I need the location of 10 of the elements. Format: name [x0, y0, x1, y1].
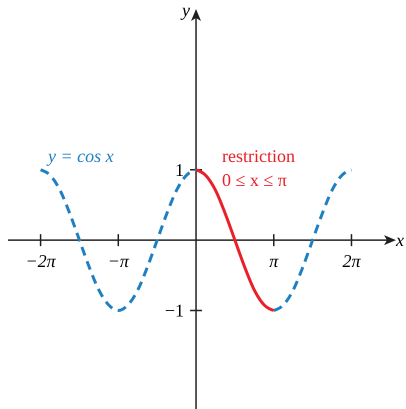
- y-axis-title: y: [180, 0, 190, 20]
- y-tick-label: 1: [175, 160, 184, 180]
- series-label: y = cos x: [46, 146, 114, 166]
- series-label: restriction 0 ≤ x ≤ π: [222, 146, 295, 190]
- x-axis-title: x: [395, 230, 404, 250]
- y-tick-label: −1: [164, 300, 184, 320]
- x-tick-label: −π: [108, 251, 130, 272]
- x-tick-label: −2π: [26, 251, 57, 272]
- x-tick-label: 2π: [342, 251, 362, 272]
- x-tick-label: π: [269, 251, 280, 272]
